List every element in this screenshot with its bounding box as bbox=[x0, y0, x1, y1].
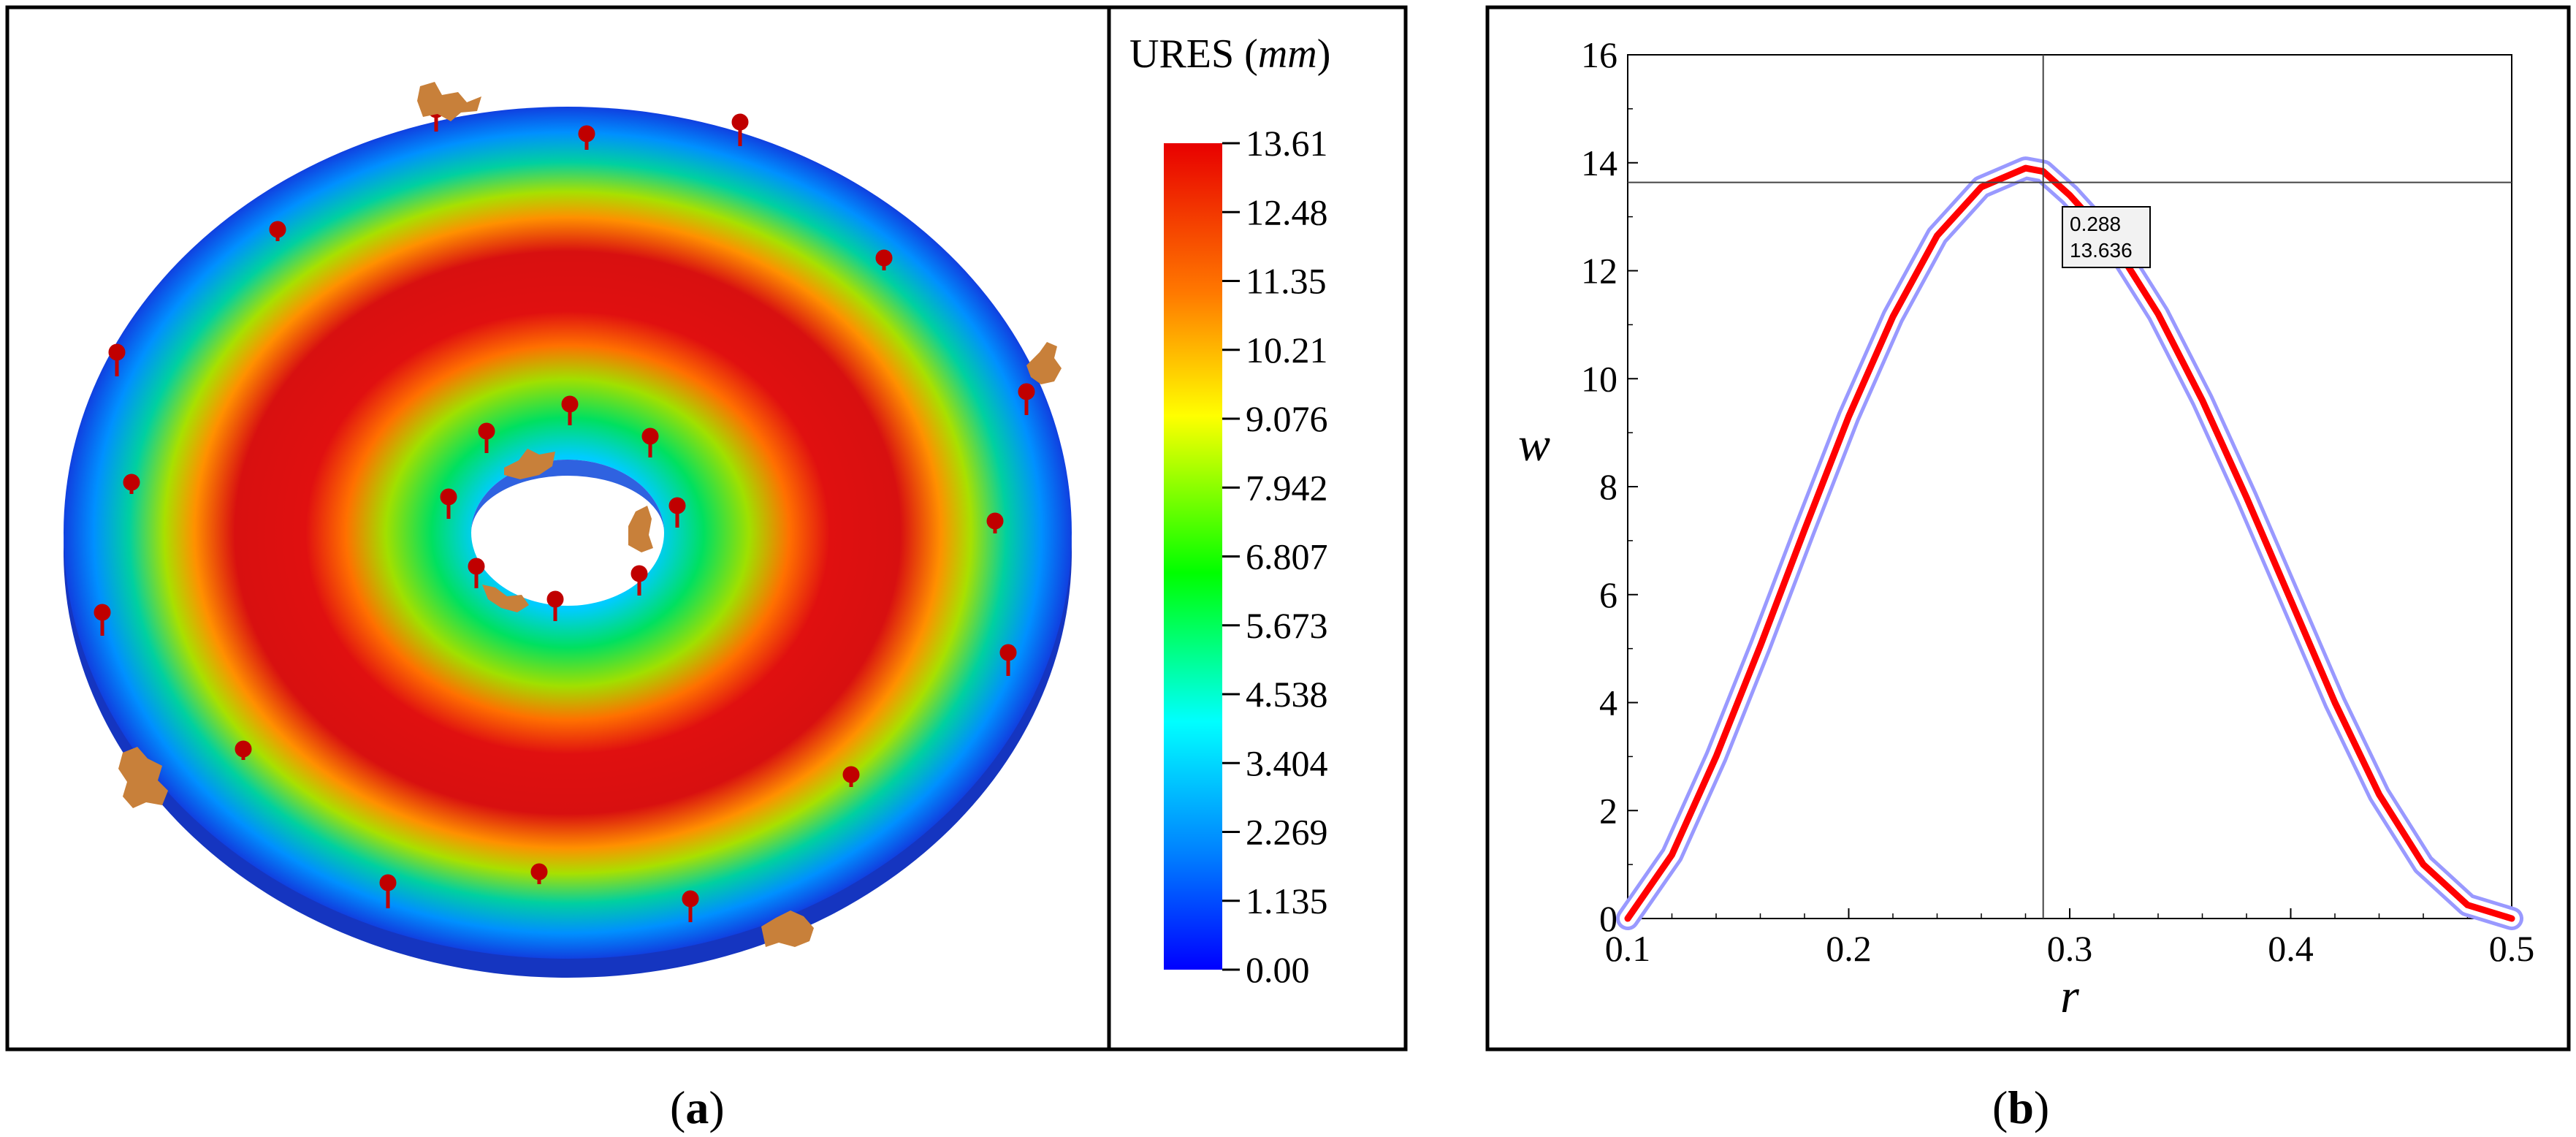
legend-tick-label: 0.00 bbox=[1246, 949, 1310, 990]
y-tick-label: 6 bbox=[1599, 574, 1617, 615]
color-legend: URES (mm) 13.61 12.48 11.35 10.21 9.076 7.942… bbox=[1129, 31, 1330, 990]
caption-a: (a) bbox=[670, 1081, 725, 1133]
y-tick-label: 2 bbox=[1599, 790, 1617, 831]
x-tick-label: 0.4 bbox=[2268, 928, 2314, 969]
load-pin-marker bbox=[478, 422, 495, 453]
annular-plate bbox=[64, 107, 1072, 978]
fixture-markers bbox=[118, 82, 1062, 947]
panel-b: 0.1 0.2 0.3 0.4 0.5 0 2 4 6 8 10 12 14 16 r w 0.288 13.… bbox=[1485, 5, 2571, 1133]
legend-tick-label: 9.076 bbox=[1246, 398, 1328, 439]
fixture-marker bbox=[628, 506, 653, 552]
legend-colorbar bbox=[1164, 143, 1222, 970]
y-tick-label: 0 bbox=[1599, 898, 1617, 939]
load-pin-marker bbox=[440, 488, 457, 519]
load-pin-marker bbox=[999, 644, 1017, 676]
legend-tick-label: 4.538 bbox=[1246, 674, 1328, 715]
panel-a: URES (mm) 13.61 12.48 11.35 10.21 9.076 7.942… bbox=[5, 5, 1408, 1133]
x-tick-label: 0.5 bbox=[2489, 928, 2535, 969]
value-callout: 0.288 13.636 bbox=[2062, 206, 2151, 268]
load-pin-marker bbox=[123, 474, 140, 494]
load-pin-marker bbox=[630, 565, 648, 596]
x-tick-label: 0.1 bbox=[1605, 928, 1651, 969]
y-axis-label: w bbox=[1518, 418, 1550, 471]
load-pin-marker bbox=[561, 395, 579, 425]
fixture-marker bbox=[118, 747, 168, 808]
plate-hole bbox=[471, 460, 664, 606]
legend-tick-label: 5.673 bbox=[1246, 605, 1328, 646]
load-pin-marker bbox=[94, 604, 111, 636]
legend-tick-label: 1.135 bbox=[1246, 881, 1328, 921]
x-tick-label: 0.3 bbox=[2047, 928, 2093, 969]
legend-title-main: URES bbox=[1129, 31, 1234, 77]
legend-ticks: 13.61 12.48 11.35 10.21 9.076 7.942 6.807 5.673… bbox=[1222, 123, 1328, 990]
legend-tick-label: 13.61 bbox=[1246, 123, 1328, 164]
y-tick-label: 12 bbox=[1581, 251, 1617, 292]
fixture-marker bbox=[1026, 342, 1062, 384]
load-pin-marker bbox=[986, 512, 1004, 533]
legend-title-unit: mm bbox=[1258, 31, 1317, 77]
callout-box bbox=[2062, 206, 2151, 268]
y-tick-label: 14 bbox=[1581, 142, 1617, 183]
y-tick-label: 10 bbox=[1581, 358, 1617, 399]
load-pin-marker bbox=[530, 863, 548, 884]
load-markers bbox=[94, 101, 1035, 922]
x-axis-label: r bbox=[2060, 970, 2079, 1023]
load-pin-marker bbox=[468, 558, 485, 588]
legend-tick-label: 12.48 bbox=[1246, 191, 1328, 232]
fixture-marker bbox=[417, 82, 481, 121]
load-pin-marker bbox=[668, 497, 686, 528]
legend-tick-label: 3.404 bbox=[1246, 742, 1328, 783]
load-pin-marker bbox=[641, 427, 659, 457]
y-tick-label: 4 bbox=[1599, 682, 1617, 723]
load-pin-marker bbox=[269, 221, 286, 241]
legend-tick-label: 7.942 bbox=[1246, 467, 1328, 508]
load-pin-marker bbox=[108, 343, 126, 376]
legend-title: URES (mm) bbox=[1129, 31, 1330, 77]
series-highlight-gap bbox=[1620, 160, 2520, 927]
y-tick-label: 8 bbox=[1599, 466, 1617, 507]
x-tick-label: 0.2 bbox=[1826, 928, 1872, 969]
load-pin-marker bbox=[235, 740, 252, 760]
load-pin-marker bbox=[682, 890, 699, 922]
panel-a-frame bbox=[5, 5, 1408, 1052]
legend-tick-label: 2.269 bbox=[1246, 812, 1328, 853]
line-chart: 0.1 0.2 0.3 0.4 0.5 0 2 4 6 8 10 12 14 16 r w bbox=[1518, 34, 2534, 1023]
series-line bbox=[1624, 164, 2515, 922]
fixture-marker bbox=[504, 449, 555, 479]
fixture-marker bbox=[761, 910, 814, 947]
y-tick-label: 16 bbox=[1581, 34, 1617, 75]
callout-y-value: 13.636 bbox=[2070, 239, 2133, 262]
legend-tick-label: 11.35 bbox=[1246, 261, 1327, 302]
load-pin-marker bbox=[578, 125, 595, 150]
load-pin-marker bbox=[842, 766, 860, 787]
legend-tick-label: 10.21 bbox=[1246, 330, 1328, 370]
load-pin-marker bbox=[379, 874, 397, 908]
load-pin-marker bbox=[1018, 383, 1035, 415]
fixture-marker bbox=[482, 585, 529, 612]
caption-b: (b) bbox=[1992, 1081, 2049, 1133]
callout-x-value: 0.288 bbox=[2070, 213, 2121, 235]
load-pin-marker bbox=[731, 113, 749, 146]
load-pin-marker bbox=[875, 249, 893, 270]
legend-tick-label: 6.807 bbox=[1246, 536, 1328, 577]
load-pin-marker bbox=[546, 590, 564, 621]
panel-b-frame bbox=[1485, 5, 2571, 1052]
